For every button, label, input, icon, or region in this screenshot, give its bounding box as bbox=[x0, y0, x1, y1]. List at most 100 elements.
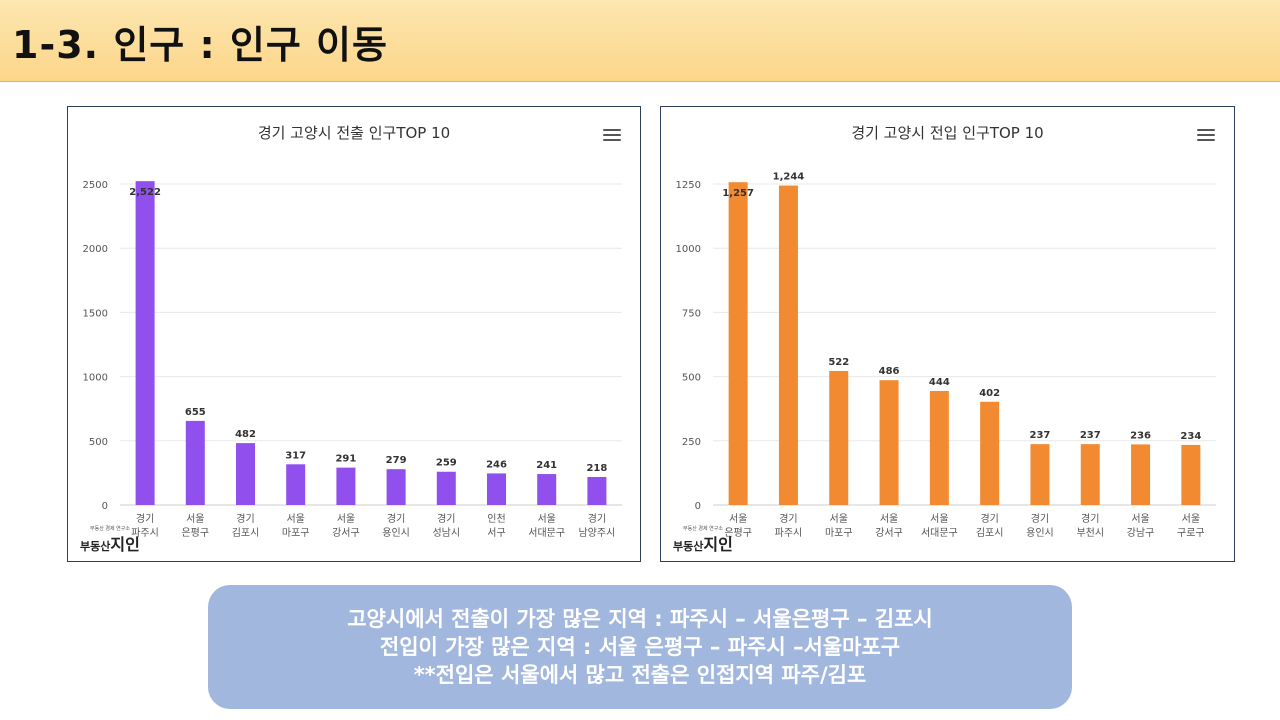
x-tick-label: 서대문구 bbox=[921, 527, 958, 539]
x-tick-label: 용인시 bbox=[382, 527, 410, 539]
bar bbox=[929, 390, 949, 505]
bar bbox=[587, 477, 607, 505]
x-tick-label: 구로구 bbox=[1177, 528, 1205, 539]
y-tick-label: 0 bbox=[102, 501, 108, 512]
watermark-text: 부동산지인 bbox=[80, 531, 140, 555]
bar bbox=[1181, 444, 1201, 505]
summary-line-1: 고양시에서 전출이 가장 많은 지역 : 파주시 – 서울은평구 – 김포시 bbox=[347, 607, 933, 631]
y-tick-label: 1000 bbox=[83, 373, 108, 384]
data-label: 246 bbox=[486, 459, 507, 470]
x-tick-label: 경기 bbox=[1081, 512, 1099, 525]
inbound-chart-panel: 경기 고양시 전입 인구TOP 10 0 250 500 750 1000 1250 1,25… bbox=[660, 106, 1235, 562]
x-tick-label: 인천 bbox=[487, 513, 505, 525]
x-tick-label: 강서구 bbox=[332, 527, 360, 539]
summary-box: 고양시에서 전출이 가장 많은 지역 : 파주시 – 서울은평구 – 김포시 전… bbox=[208, 585, 1072, 709]
bar bbox=[386, 469, 406, 505]
data-label: 2,522 bbox=[129, 187, 161, 198]
bar bbox=[1131, 444, 1151, 505]
data-label: 482 bbox=[235, 429, 256, 440]
data-label: 444 bbox=[929, 377, 950, 388]
watermark-small-text: 부동산 경제 연구소 bbox=[90, 526, 130, 532]
slide-header: 1-3. 인구 : 인구 이동 bbox=[0, 0, 1280, 82]
bar bbox=[778, 185, 798, 505]
y-tick-label: 2500 bbox=[83, 180, 108, 191]
x-tick-label: 경기 bbox=[779, 512, 797, 525]
x-tick-label: 서울 bbox=[1131, 513, 1149, 525]
bar bbox=[436, 471, 456, 505]
y-tick-label: 2000 bbox=[83, 244, 108, 255]
x-tick-label: 경기 bbox=[588, 512, 606, 525]
x-tick-label: 서울 bbox=[337, 513, 355, 525]
x-tick-label: 용인시 bbox=[1026, 527, 1054, 539]
x-tick-label: 강남구 bbox=[1127, 527, 1155, 539]
x-tick-label: 경기 bbox=[437, 512, 455, 525]
bar bbox=[1080, 444, 1100, 505]
watermark-small-text: 부동산 경제 연구소 bbox=[683, 526, 723, 532]
data-label: 291 bbox=[335, 454, 356, 465]
x-tick-label: 서울 bbox=[729, 513, 747, 525]
y-tick-label: 1000 bbox=[676, 244, 701, 255]
x-tick-label: 경기 bbox=[980, 512, 998, 525]
y-tick-label: 250 bbox=[682, 437, 701, 448]
data-label: 279 bbox=[386, 455, 407, 466]
bar bbox=[487, 473, 506, 505]
bar bbox=[135, 181, 155, 505]
data-label: 1,257 bbox=[722, 188, 754, 199]
x-tick-label: 경기 bbox=[387, 512, 405, 525]
data-label: 522 bbox=[828, 357, 849, 368]
x-tick-label: 서울 bbox=[537, 513, 555, 525]
watermark-text: 부동산지인 bbox=[673, 531, 733, 555]
bar bbox=[728, 182, 748, 505]
slide-title: 1-3. 인구 : 인구 이동 bbox=[12, 23, 388, 67]
data-label: 237 bbox=[1030, 430, 1051, 441]
x-tick-label: 서울 bbox=[286, 513, 304, 525]
data-label: 218 bbox=[586, 463, 607, 474]
chart-title: 경기 고양시 전입 인구TOP 10 bbox=[851, 124, 1043, 142]
bar bbox=[236, 443, 255, 505]
x-tick-label: 경기 bbox=[236, 512, 254, 525]
outbound-chart-panel: 경기 고양시 전출 인구TOP 10 0 500 1000 1500 2000 2500 2,… bbox=[67, 106, 641, 562]
outbound-chart: 경기 고양시 전출 인구TOP 10 0 500 1000 1500 2000 2500 2,… bbox=[83, 124, 622, 539]
data-label: 241 bbox=[536, 460, 557, 471]
bar bbox=[1030, 444, 1050, 505]
chart-title: 경기 고양시 전출 인구TOP 10 bbox=[258, 124, 450, 142]
data-label: 486 bbox=[879, 366, 900, 377]
y-tick-label: 750 bbox=[682, 308, 701, 319]
watermark-logo: 부동산 경제 연구소 부동산지인 bbox=[80, 525, 140, 554]
bar bbox=[336, 467, 356, 505]
data-label: 317 bbox=[285, 450, 306, 461]
summary-line-2: 전입이 가장 많은 지역 : 서울 은평구 – 파주시 –서울마포구 bbox=[379, 635, 901, 659]
bar bbox=[286, 464, 306, 505]
x-tick-label: 마포구 bbox=[282, 527, 310, 539]
x-tick-label: 서울 bbox=[830, 513, 848, 525]
x-tick-label: 성남시 bbox=[432, 527, 460, 539]
x-tick-label: 서울 bbox=[930, 513, 948, 525]
watermark-logo: 부동산 경제 연구소 부동산지인 bbox=[673, 525, 733, 554]
bar bbox=[829, 370, 849, 505]
x-tick-label: 파주시 bbox=[131, 527, 159, 539]
x-tick-label: 김포시 bbox=[976, 527, 1004, 539]
data-label: 237 bbox=[1080, 430, 1101, 441]
hamburger-menu-icon[interactable] bbox=[603, 129, 621, 143]
y-tick-label: 500 bbox=[89, 437, 108, 448]
x-tick-label: 은평구 bbox=[724, 527, 752, 539]
data-label: 402 bbox=[979, 388, 1000, 399]
data-label: 236 bbox=[1130, 430, 1151, 441]
y-tick-label: 1250 bbox=[676, 180, 701, 191]
data-label: 1,244 bbox=[773, 172, 805, 183]
bar bbox=[879, 380, 899, 505]
bar bbox=[980, 401, 1000, 505]
x-tick-label: 경기 bbox=[136, 512, 154, 525]
watermark-prefix: 부동산 bbox=[673, 540, 704, 553]
data-label: 234 bbox=[1180, 431, 1201, 442]
x-tick-label: 부천시 bbox=[1076, 527, 1104, 539]
x-tick-label: 마포구 bbox=[825, 527, 853, 539]
watermark-prefix: 부동산 bbox=[80, 540, 111, 553]
hamburger-menu-icon[interactable] bbox=[1197, 129, 1215, 143]
data-label: 259 bbox=[436, 458, 457, 469]
x-tick-label: 서울 bbox=[880, 513, 898, 525]
watermark-brand: 지인 bbox=[110, 535, 140, 554]
y-tick-label: 0 bbox=[695, 501, 701, 512]
y-tick-label: 1500 bbox=[83, 308, 108, 319]
x-tick-label: 김포시 bbox=[232, 527, 260, 539]
